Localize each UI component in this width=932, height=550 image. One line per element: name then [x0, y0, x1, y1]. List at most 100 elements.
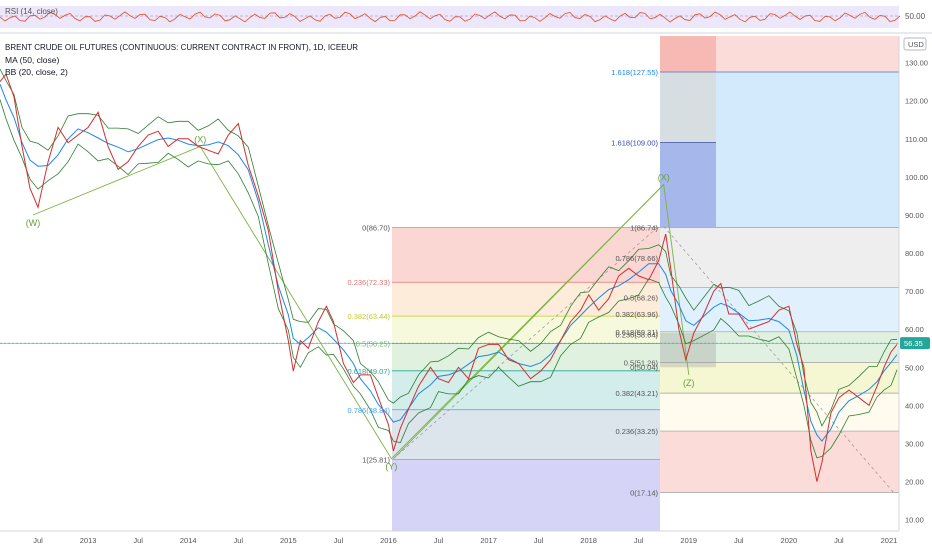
fib-zone — [392, 343, 660, 371]
price-tick-label: 20.00 — [905, 478, 924, 487]
dashed-trend-line — [393, 226, 659, 459]
price-tick-label: 50.00 — [905, 363, 924, 372]
wave-label: (X) — [194, 134, 206, 144]
fib-level-label: 0.236(72.33) — [347, 278, 390, 287]
fib-extension-label: 1.618(127.55) — [611, 68, 658, 77]
time-tick-label: 2019 — [680, 536, 697, 545]
fib-zone — [392, 459, 660, 531]
fib-zone — [660, 142, 716, 228]
fib-level-label: 0.236(58.64) — [615, 330, 658, 339]
price-tick-label: 30.00 — [905, 439, 924, 448]
fib-level-labels: 0(86.70) 0.236(72.33) 0.382(63.44) 0.5(56.2… — [347, 68, 658, 497]
rsi-line — [0, 11, 901, 23]
price-tick-label: 40.00 — [905, 401, 924, 410]
fib-level-label: 0.5(51.26) — [624, 358, 659, 367]
fib-zone — [716, 36, 899, 72]
time-tick-label: 2013 — [80, 536, 97, 545]
time-tick-label: 2014 — [180, 536, 197, 545]
fib-level-label: 0(86.70) — [362, 224, 390, 233]
last-price-tag — [900, 337, 930, 350]
wave-labels: (W) (X) (Y) (X) (Z) — [26, 134, 695, 471]
price-tick-label: 130.00 — [905, 59, 928, 68]
price-tick-label: 90.00 — [905, 211, 924, 220]
time-tick-label: Jul — [734, 536, 744, 545]
time-tick-label: Jul — [334, 536, 344, 545]
fib-level-label: 0.5(68.26) — [624, 294, 659, 303]
fib-zone — [660, 71, 716, 143]
price-tick-label: 100.00 — [905, 173, 928, 182]
fib-zone — [392, 316, 660, 344]
fib-zone — [392, 282, 660, 317]
price-tick-label: 110.00 — [905, 135, 927, 144]
fib-zone — [660, 36, 716, 72]
price-tick-label: 120.00 — [905, 97, 928, 106]
fib-level-label: 0.5(56.25) — [356, 339, 391, 348]
time-tick-label: Jul — [834, 536, 844, 545]
fib-zone — [660, 227, 899, 288]
fib-zone — [660, 362, 899, 394]
bollinger-lower — [0, 99, 898, 459]
time-axis[interactable]: Jul 2013 Jul 2014 Jul 2015 Jul 2016 Jul 2017 Jul 20… — [0, 530, 899, 545]
fib-level-label: 0(17.14) — [630, 488, 658, 497]
time-tick-label: 2021 — [881, 536, 898, 545]
chart-title: BRENT CRUDE OIL FUTURES (CONTINUOUS: CUR… — [5, 43, 359, 52]
time-tick-label: 2016 — [380, 536, 397, 545]
fib-extension-label: 1.618(109.00) — [611, 139, 658, 148]
price-tick-label: 70.00 — [905, 287, 924, 296]
last-price-label: 56.35 — [904, 339, 923, 348]
price-axis[interactable]: USD 10.00 20.00 30.00 40.00 50.00 60.00 70.00 8… — [898, 36, 932, 531]
time-tick-label: 2017 — [480, 536, 497, 545]
currency-label: USD — [908, 40, 924, 49]
time-tick-label: Jul — [434, 536, 444, 545]
time-tick-label: 2020 — [781, 536, 798, 545]
rsi-panel: RSI (14, close) 50.00 — [0, 6, 926, 28]
wave-label: (X) — [658, 173, 670, 183]
fib-zone — [716, 71, 899, 228]
fib-zone — [660, 393, 899, 432]
time-tick-label: 2018 — [580, 536, 597, 545]
time-tick-label: Jul — [634, 536, 644, 545]
fib-zone — [660, 333, 716, 368]
fib-level-label: 0.786(78.66) — [615, 254, 658, 263]
moving-average-line — [0, 84, 898, 442]
wave-label: (Y) — [385, 462, 397, 472]
fib-level-label: 1(25.81) — [362, 455, 390, 464]
time-tick-label: Jul — [534, 536, 544, 545]
wave-path — [32, 145, 690, 460]
fib-level-label: 0.382(63.96) — [615, 310, 658, 319]
price-line — [0, 73, 898, 482]
fib-level-label: 0.618(59.31) — [615, 328, 658, 337]
fib-zone — [392, 370, 660, 410]
rsi-level-label: 50.00 — [905, 12, 926, 21]
time-tick-label: Jul — [33, 536, 43, 545]
trend-line — [393, 184, 665, 459]
price-tick-label: 10.00 — [905, 516, 924, 525]
fib-level-label: 0.236(33.25) — [615, 427, 658, 436]
rsi-label: RSI (14, close) — [5, 7, 58, 16]
fib-level-lines — [0, 71, 899, 493]
price-tick-label: 60.00 — [905, 325, 924, 334]
fib-level-label: 0(50.04) — [630, 363, 658, 372]
wave-label: (Z) — [683, 378, 695, 388]
fib-zone — [660, 431, 899, 493]
wave-label: (W) — [26, 218, 41, 228]
dashed-trend-line — [663, 226, 895, 494]
fib-zones — [392, 36, 899, 531]
fib-level-label: 1(86.74) — [630, 223, 658, 232]
fib-level-label: 0.786(38.84) — [347, 406, 390, 415]
fib-zone — [392, 227, 660, 283]
price-tick-label: 80.00 — [905, 249, 924, 258]
time-tick-label: Jul — [133, 536, 143, 545]
fib-zone — [392, 409, 660, 460]
price-series — [0, 68, 898, 482]
fib-level-label: 0.382(43.21) — [615, 389, 658, 398]
wave-lines — [32, 145, 895, 494]
bollinger-upper — [0, 68, 898, 427]
ma-legend: MA (50, close) — [5, 55, 60, 65]
bb-legend: BB (20, close, 2) — [5, 67, 68, 77]
time-tick-label: 2015 — [280, 536, 297, 545]
fib-level-label: 0.382(63.44) — [347, 312, 390, 321]
time-tick-label: Jul — [233, 536, 243, 545]
fib-level-label: 0.618(49.07) — [347, 367, 390, 376]
